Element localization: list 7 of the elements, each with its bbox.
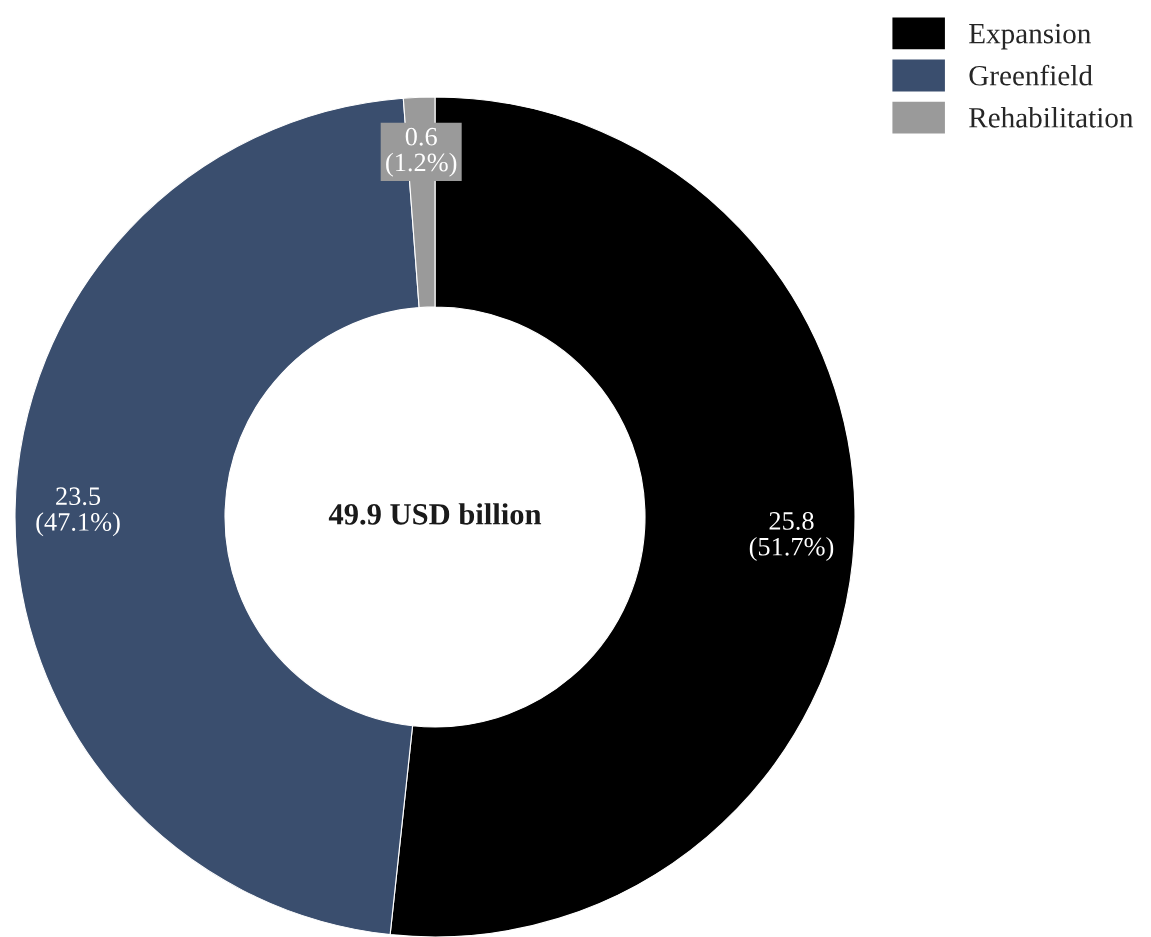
data-label: 25.8 (51.7%) (749, 512, 834, 561)
legend-label: Greenfield (969, 64, 1093, 86)
legend-label: Expansion (969, 23, 1091, 50)
data-label: 0.6 (1.2%) (386, 127, 457, 177)
data-label: 23.5 (47.1%) (36, 487, 120, 537)
legend-label: Rehabilitation (969, 107, 1134, 128)
text: 49.9 USD billion (328, 503, 542, 525)
